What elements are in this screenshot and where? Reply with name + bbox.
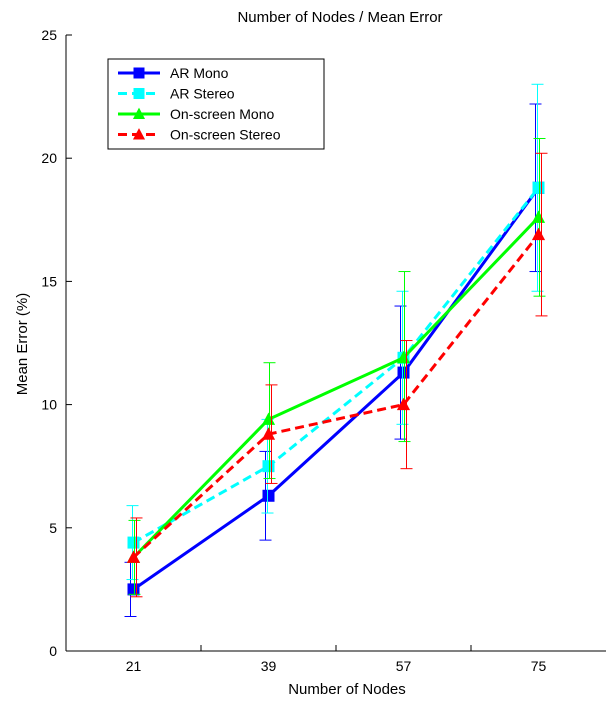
legend-label: AR Stereo bbox=[170, 86, 235, 102]
chart-title: Number of Nodes / Mean Error bbox=[237, 9, 442, 26]
legend-label: AR Mono bbox=[170, 65, 229, 81]
legend-item: On-screen Mono bbox=[118, 106, 274, 122]
data-point bbox=[127, 583, 140, 596]
data-point bbox=[531, 210, 546, 223]
series-line bbox=[132, 233, 540, 559]
y-tick-label: 5 bbox=[49, 520, 57, 536]
legend-label: On-screen Stereo bbox=[170, 127, 281, 143]
legend: AR Mono AR Stereo On-screen Mono On-screen … bbox=[107, 58, 325, 150]
y-tick-label: 10 bbox=[41, 397, 57, 413]
legend-label: On-screen Mono bbox=[170, 106, 274, 122]
series-on-screen-stereo bbox=[126, 152, 548, 598]
y-tick-label: 20 bbox=[41, 150, 57, 166]
data-point bbox=[132, 128, 146, 140]
data-point bbox=[397, 366, 410, 379]
x-tick-label: 57 bbox=[396, 658, 412, 674]
x-tick-label: 39 bbox=[261, 658, 277, 674]
data-point bbox=[133, 67, 145, 79]
data-point bbox=[126, 550, 141, 563]
data-point bbox=[532, 181, 545, 194]
x-axis-title: Number of Nodes bbox=[288, 681, 406, 698]
y-axis: 0 5 10 15 20 25 bbox=[41, 27, 72, 659]
series-on-screen-mono bbox=[126, 137, 546, 595]
data-point bbox=[531, 227, 546, 241]
x-tick-label: 75 bbox=[531, 658, 547, 674]
y-axis-title: Mean Error (%) bbox=[14, 293, 31, 396]
series-line bbox=[132, 186, 540, 544]
y-tick-label: 25 bbox=[41, 27, 57, 43]
legend-item: AR Stereo bbox=[118, 86, 235, 102]
data-point bbox=[261, 427, 276, 440]
y-tick-label: 0 bbox=[49, 643, 57, 659]
data-point bbox=[262, 460, 275, 473]
data-point bbox=[127, 536, 140, 549]
series-line bbox=[132, 216, 540, 559]
x-tick-label: 21 bbox=[126, 658, 142, 674]
data-point bbox=[396, 397, 411, 411]
series-ar-mono bbox=[124, 103, 545, 618]
series-layer bbox=[124, 83, 548, 618]
data-point bbox=[133, 88, 145, 99]
legend-item: On-screen Stereo bbox=[118, 127, 281, 143]
y-tick-label: 15 bbox=[41, 273, 57, 289]
series-ar-stereo bbox=[126, 83, 545, 581]
series-line bbox=[132, 186, 540, 591]
x-axis: 21 39 57 75 bbox=[126, 645, 547, 674]
legend-item: AR Mono bbox=[118, 65, 229, 81]
data-point bbox=[262, 489, 275, 502]
data-point bbox=[132, 107, 146, 120]
